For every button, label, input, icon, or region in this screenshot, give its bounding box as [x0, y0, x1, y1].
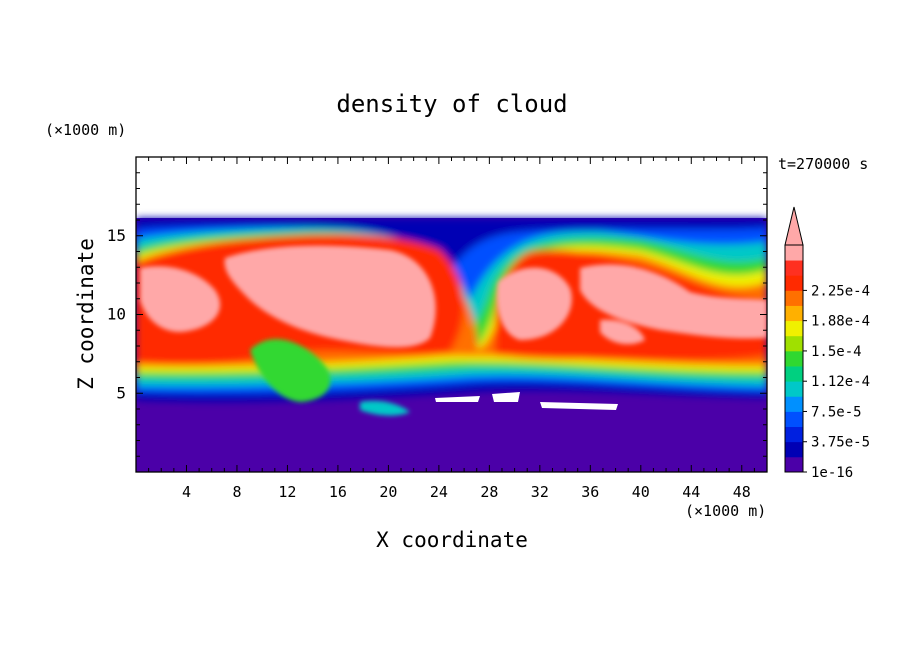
x-tick-label: 4	[182, 483, 191, 501]
x-tick-label: 36	[581, 483, 599, 501]
x-tick-label: 44	[682, 483, 700, 501]
y-axis-title: Z coordinate	[74, 238, 98, 390]
x-tick-label: 12	[278, 483, 296, 501]
y-tick-label: 10	[107, 305, 126, 324]
time-label: t=270000 s	[778, 155, 868, 173]
colorbar-label: 1.5e-4	[811, 344, 862, 360]
y-unit-label: (×1000 m)	[45, 121, 126, 139]
colorbar-swatch	[785, 350, 803, 367]
colorbar-swatch	[785, 290, 803, 306]
colorbar-swatch	[785, 305, 803, 322]
colorbar-label: 1.88e-4	[811, 314, 870, 330]
colorbar-swatch	[785, 426, 803, 443]
empty-upper-region	[136, 157, 767, 218]
x-tick-label: 40	[632, 483, 650, 501]
density-field	[136, 157, 767, 472]
x-axis-title: X coordinate	[376, 528, 528, 552]
debris-cyan	[360, 400, 410, 416]
colorbar-frame	[784, 244, 804, 473]
colorbar-swatch	[785, 381, 803, 397]
core-pink-left-large	[224, 245, 436, 348]
x-axis-ticks: 4 8 12 16 20 24 28 32 36 40 44 48	[148, 157, 755, 501]
colorbar-swatch	[785, 275, 803, 291]
colorbar-swatch	[785, 245, 803, 261]
x-tick-label: 48	[733, 483, 751, 501]
colorbar-swatch	[785, 320, 803, 337]
core-pink-left	[140, 266, 221, 332]
y-tick-label: 15	[107, 226, 126, 245]
colorbar-swatch	[785, 260, 803, 276]
colorbar-swatch	[785, 411, 803, 427]
colorbar-swatch	[785, 441, 803, 458]
core-pink-patch	[600, 319, 645, 345]
gap-white-2	[492, 392, 520, 402]
colorbar-label: 2.25e-4	[811, 283, 870, 299]
colorbar: 1e-16 3.75e-5 7.5e-5 1.12e-4 1.5e-4 1.88e-4 2.…	[784, 206, 870, 481]
y-tick-label: 5	[116, 383, 126, 402]
chart-title: density of cloud	[336, 90, 567, 118]
debris-green	[250, 339, 331, 402]
colorbar-label: 1e-16	[811, 465, 853, 481]
colorbar-label: 3.75e-5	[811, 435, 870, 451]
core-pink-right-large	[580, 264, 767, 339]
x-tick-label: 28	[480, 483, 498, 501]
x-tick-label: 20	[379, 483, 397, 501]
x-unit-label: (×1000 m)	[685, 502, 766, 520]
x-tick-label: 16	[329, 483, 347, 501]
colorbar-label: 7.5e-5	[811, 404, 862, 420]
y-axis-ticks: 5 10 15	[107, 172, 767, 457]
colorbar-extend-arrow	[784, 206, 804, 246]
x-tick-label: 24	[430, 483, 448, 501]
colorbar-label: 1.12e-4	[811, 374, 870, 390]
colorbar-swatch	[785, 456, 803, 473]
gap-white-3	[540, 402, 618, 410]
core-pink-right	[496, 267, 572, 340]
x-tick-label: 32	[531, 483, 549, 501]
gap-white-1	[435, 396, 480, 402]
colorbar-swatch	[785, 335, 803, 352]
colorbar-swatch	[785, 366, 803, 382]
colorbar-swatch	[785, 396, 803, 412]
x-tick-label: 8	[232, 483, 241, 501]
